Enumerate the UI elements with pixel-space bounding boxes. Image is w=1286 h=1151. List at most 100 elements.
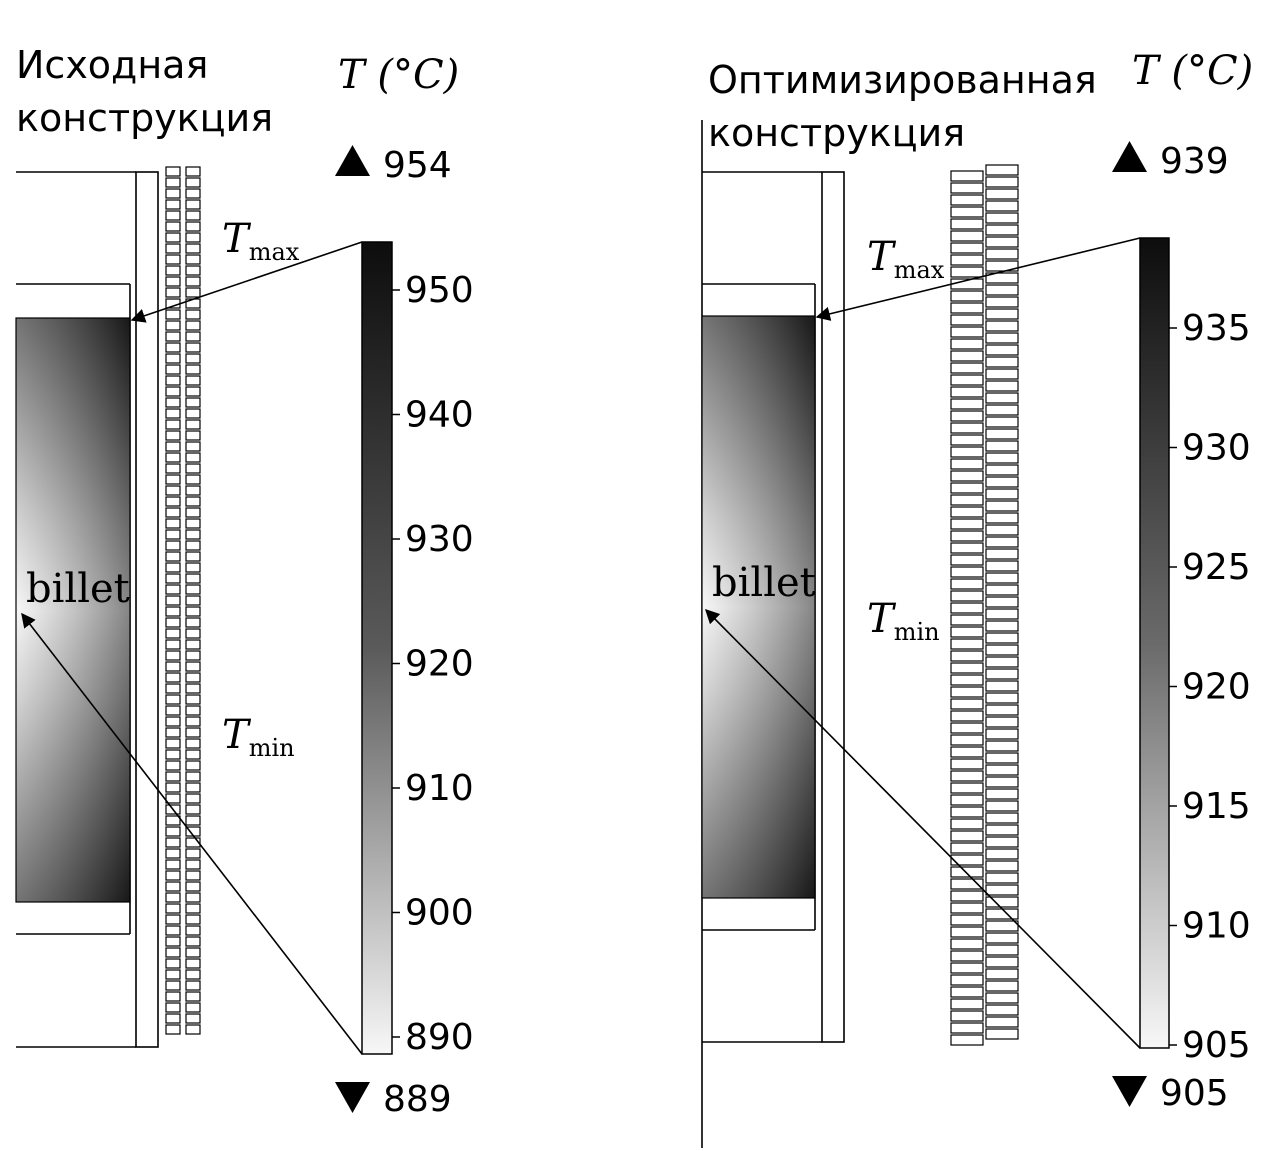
coil-turn bbox=[165, 892, 181, 903]
coil-turn bbox=[985, 800, 1019, 812]
coil-turn bbox=[985, 1028, 1019, 1040]
coil-turn bbox=[950, 950, 984, 962]
max-value: 939 bbox=[1160, 141, 1229, 182]
coil-turn bbox=[165, 320, 181, 331]
coil-turn bbox=[985, 740, 1019, 752]
coil-turn bbox=[165, 375, 181, 386]
coil-turn bbox=[950, 170, 984, 182]
coil-turn bbox=[185, 617, 201, 628]
coil-turn bbox=[950, 854, 984, 866]
coil-turn bbox=[950, 1034, 984, 1046]
coil-turn bbox=[985, 944, 1019, 956]
tick-label: 950 bbox=[405, 270, 474, 311]
coil-turn bbox=[165, 353, 181, 364]
coil-turn bbox=[950, 710, 984, 722]
coil-turn bbox=[185, 408, 201, 419]
coil-turn bbox=[985, 356, 1019, 368]
coil-turn bbox=[185, 551, 201, 562]
coil-turn bbox=[985, 320, 1019, 332]
coil-turn bbox=[185, 540, 201, 551]
coil-turn bbox=[985, 296, 1019, 308]
coil-turn bbox=[950, 746, 984, 758]
coil-turn bbox=[185, 749, 201, 760]
coil-turn bbox=[950, 890, 984, 902]
coil-turn bbox=[950, 518, 984, 530]
coil-turn bbox=[165, 914, 181, 925]
coil-turn bbox=[165, 903, 181, 914]
min-triangle-icon bbox=[1112, 1076, 1147, 1107]
coil-turn bbox=[165, 529, 181, 540]
induction-coils bbox=[950, 164, 1019, 1046]
panel-title-line2: конструкция bbox=[708, 111, 965, 155]
coil-turn bbox=[185, 771, 201, 782]
coil-turn bbox=[185, 595, 201, 606]
coil-turn bbox=[165, 573, 181, 584]
coil-turn bbox=[985, 764, 1019, 776]
coil-turn bbox=[165, 947, 181, 958]
coil-turn bbox=[165, 727, 181, 738]
coil-turn bbox=[950, 398, 984, 410]
coil-turn bbox=[165, 441, 181, 452]
coil-turn bbox=[985, 212, 1019, 224]
coil-turn bbox=[950, 254, 984, 266]
coil-turn bbox=[950, 410, 984, 422]
coil-turn bbox=[185, 859, 201, 870]
coil-turn bbox=[165, 859, 181, 870]
colorbar bbox=[361, 241, 393, 1055]
coil-turn bbox=[185, 628, 201, 639]
coil-turn bbox=[185, 518, 201, 529]
coil-turn bbox=[185, 727, 201, 738]
coil-turn bbox=[165, 540, 181, 551]
coil-turn bbox=[185, 936, 201, 947]
coil-turn bbox=[985, 848, 1019, 860]
coil-turn bbox=[950, 758, 984, 770]
coil-turn bbox=[985, 680, 1019, 692]
coil-turn bbox=[950, 926, 984, 938]
coil-turn bbox=[950, 230, 984, 242]
coil-turn bbox=[985, 668, 1019, 680]
coil-turn bbox=[165, 331, 181, 342]
coil-turn bbox=[185, 793, 201, 804]
coil-turn bbox=[185, 353, 201, 364]
coil-turn bbox=[185, 573, 201, 584]
coil-turn bbox=[185, 397, 201, 408]
coil-turn bbox=[985, 272, 1019, 284]
coil-turn bbox=[950, 314, 984, 326]
coil-turn bbox=[185, 738, 201, 749]
coil-turn bbox=[165, 496, 181, 507]
coil-turn bbox=[165, 595, 181, 606]
max-triangle-icon bbox=[1112, 141, 1147, 172]
coil-turn bbox=[985, 980, 1019, 992]
coil-turn bbox=[185, 474, 201, 485]
coil-turn bbox=[950, 722, 984, 734]
coil-turn bbox=[985, 776, 1019, 788]
coil-turn bbox=[185, 606, 201, 617]
coil-turn bbox=[950, 1010, 984, 1022]
coil-turn bbox=[985, 236, 1019, 248]
coil-turn bbox=[165, 287, 181, 298]
coil-turn bbox=[185, 947, 201, 958]
tick-label: 910 bbox=[405, 768, 474, 809]
coil-turn bbox=[165, 650, 181, 661]
coil-turn bbox=[985, 656, 1019, 668]
coil-turn bbox=[185, 980, 201, 991]
coil-turn bbox=[185, 485, 201, 496]
coil-turn bbox=[985, 416, 1019, 428]
coil-turn bbox=[950, 686, 984, 698]
panel-optimized: Оптимизированная конструкция T (°C) bill… bbox=[701, 48, 1253, 1148]
coil-turn bbox=[185, 683, 201, 694]
coil-turn bbox=[950, 434, 984, 446]
coil-turn bbox=[985, 308, 1019, 320]
coil-turn bbox=[185, 276, 201, 287]
coil-turn bbox=[985, 644, 1019, 656]
coil-turn bbox=[185, 672, 201, 683]
coil-turn bbox=[985, 968, 1019, 980]
panel-title-line1: Оптимизированная bbox=[708, 58, 1097, 102]
coil-turn bbox=[165, 408, 181, 419]
coil-turn bbox=[985, 560, 1019, 572]
coil-turn bbox=[985, 884, 1019, 896]
coil-turn bbox=[950, 482, 984, 494]
coil-turn bbox=[985, 1004, 1019, 1016]
coil-turn bbox=[165, 243, 181, 254]
coil-turn bbox=[950, 734, 984, 746]
